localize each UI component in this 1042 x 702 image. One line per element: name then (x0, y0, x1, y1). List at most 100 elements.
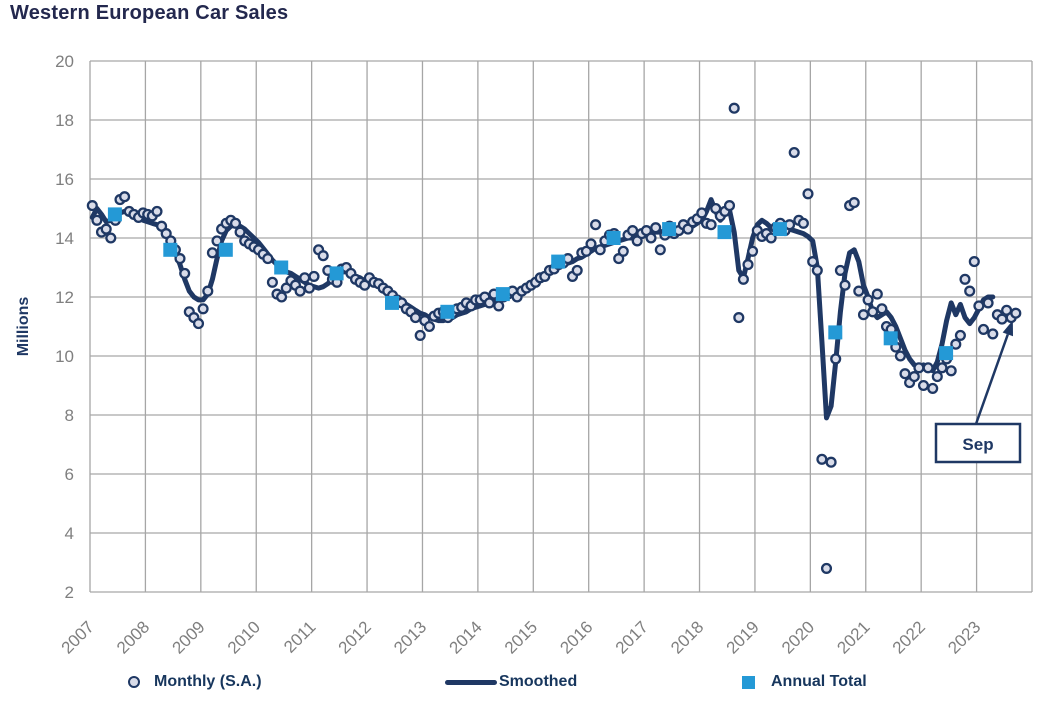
monthly-marker-icon (128, 676, 140, 688)
annual-total-marker (440, 304, 455, 319)
y-tick-label: 16 (55, 170, 74, 189)
monthly-point (359, 279, 371, 291)
x-tick-label: 2013 (390, 617, 430, 657)
y-tick-label: 12 (55, 288, 74, 307)
x-tick-label: 2020 (778, 617, 818, 657)
annual-total-marker (717, 225, 732, 240)
annual-total-marker (495, 287, 510, 302)
monthly-point (977, 323, 990, 335)
smoothed-marker-icon (445, 679, 497, 685)
x-tick-label: 2016 (556, 617, 596, 657)
monthly-point (645, 232, 657, 244)
legend-item-monthly: Monthly (S.A.) (128, 668, 262, 696)
monthly-point (968, 256, 980, 268)
monthly-point (229, 217, 242, 229)
monthly-point (816, 453, 828, 465)
annotation-label: Sep (962, 435, 993, 454)
monthly-point (303, 282, 315, 294)
x-tick-label: 2018 (667, 617, 707, 657)
monthly-point (927, 382, 939, 394)
monthly-point (299, 272, 311, 284)
monthly-point (807, 256, 819, 268)
annual-marker-icon (742, 675, 755, 689)
monthly-point (493, 300, 505, 312)
smoothed-line (89, 197, 996, 421)
monthly-point (747, 245, 759, 257)
annual-total-marker (107, 207, 122, 222)
monthly-point (723, 200, 736, 212)
monthly-point (959, 273, 971, 285)
monthly-point (262, 253, 274, 265)
x-tick-label: 2019 (723, 617, 763, 657)
annotation-box (934, 422, 1022, 464)
chart-canvas: 2 4 6 8 10 12 14 16 18 20 2007 2008 2009 2010 2011 2012… (15, 52, 1033, 658)
annual-total-marker (274, 260, 289, 275)
monthly-point (86, 200, 98, 212)
legend-label-monthly: Monthly (S.A.) (154, 673, 262, 690)
y-tick-label: 20 (55, 52, 74, 71)
monthly-point (913, 362, 925, 374)
monthly-point (788, 146, 800, 159)
monthly-point (830, 353, 842, 365)
monthly-point (705, 219, 717, 231)
monthly-point (853, 285, 865, 297)
legend-label-annual: Annual Total (771, 673, 867, 690)
monthly-point (996, 313, 1008, 325)
annotation-arrow-line (974, 333, 1009, 425)
monthly-point (585, 238, 597, 250)
monthly-point (266, 276, 278, 288)
monthly-point (1010, 307, 1022, 319)
y-tick-label: 14 (55, 229, 74, 248)
monthly-point (617, 245, 629, 257)
monthly-point (876, 303, 888, 315)
y-tick-label: 10 (55, 347, 74, 366)
monthly-point (922, 362, 934, 374)
annual-total-marker (163, 242, 178, 257)
monthly-point (654, 244, 666, 256)
x-tick-label: 2023 (944, 617, 984, 657)
monthly-point (202, 285, 214, 297)
monthly-point (825, 456, 837, 468)
annotation-arrowhead-icon (1002, 320, 1014, 337)
annual-total-marker (939, 346, 954, 361)
annotation-sep: Sep (934, 320, 1022, 464)
monthly-point (936, 362, 948, 374)
monthly-point (857, 309, 870, 321)
monthly-point (973, 300, 985, 312)
monthly-point (294, 285, 306, 297)
annual-total-marker (772, 222, 787, 237)
monthly-point (797, 217, 809, 229)
x-tick-label: 2011 (280, 617, 319, 656)
monthly-point (91, 214, 103, 226)
y-tick-label: 8 (65, 406, 74, 425)
monthly-point (839, 279, 851, 291)
annual-total-marker (662, 222, 677, 237)
monthly-point (234, 226, 246, 238)
monthly-point (811, 264, 823, 276)
annual-total-marker (606, 231, 621, 245)
monthly-point (917, 379, 930, 392)
monthly-point (737, 273, 749, 285)
x-axis-labels: 2007 2008 2009 2010 2011 2012 2013 2014 2015 2016… (58, 617, 985, 657)
y-tick-label: 2 (65, 583, 74, 602)
monthly-point (987, 328, 999, 340)
x-tick-label: 2009 (168, 617, 208, 657)
legend-label-smoothed: Smoothed (499, 673, 578, 690)
annual-total-markers (107, 207, 954, 361)
monthly-point (728, 102, 740, 114)
annual-total-marker (218, 242, 233, 257)
legend: Monthly (S.A.) Smoothed Annual Total (0, 668, 1042, 698)
monthly-point (867, 306, 879, 318)
monthly-point (571, 264, 583, 276)
monthly-point (733, 312, 745, 324)
annual-total-marker (385, 295, 399, 310)
y-tick-label: 18 (55, 111, 74, 130)
monthly-point (409, 312, 422, 324)
gridlines (89, 60, 1033, 593)
monthly-point (964, 285, 976, 297)
monthly-point (174, 253, 186, 265)
monthly-point (848, 197, 860, 209)
y-axis-title: Millions (15, 297, 32, 357)
monthly-point (206, 247, 218, 259)
monthly-point (276, 291, 288, 303)
